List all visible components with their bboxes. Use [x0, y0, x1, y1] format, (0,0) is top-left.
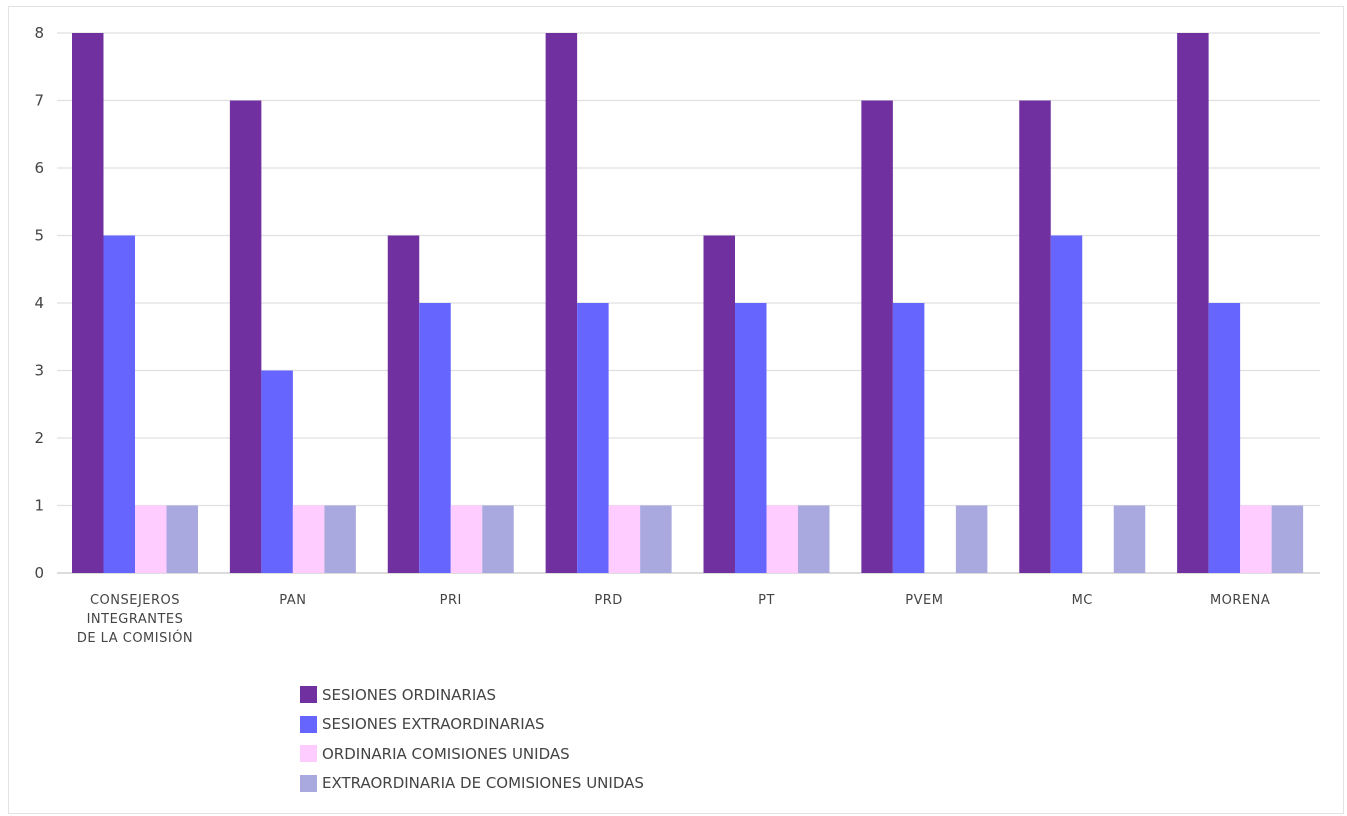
bar-sesiones-ordinarias: [387, 235, 420, 573]
bar-sesiones-extraordinarias: [419, 303, 451, 573]
bar-extraordinaria-de-comisiones-unidas: [324, 505, 356, 573]
legend-swatch: [300, 774, 317, 792]
y-tick-label: 5: [34, 227, 44, 245]
y-tick-label: 6: [34, 159, 44, 177]
x-tick-label: PVEM: [905, 593, 943, 608]
legend-label: SESIONES ORDINARIAS: [322, 685, 497, 704]
bar-ordinaria-comisiones-unidas: [135, 505, 167, 573]
bar-sesiones-ordinarias: [72, 33, 104, 573]
legend-label: SESIONES EXTRAORDINARIAS: [322, 715, 545, 734]
bar-extraordinaria-de-comisiones-unidas: [1271, 505, 1304, 573]
bar-extraordinaria-de-comisiones-unidas: [166, 505, 198, 573]
bar-sesiones-extraordinarias: [103, 235, 135, 573]
bar-sesiones-extraordinarias: [735, 303, 767, 573]
legend-item: SESIONES EXTRAORDINARIAS: [300, 710, 644, 740]
y-tick-label: 8: [34, 24, 44, 42]
legend: SESIONES ORDINARIAS SESIONES EXTRAORDINAR…: [300, 680, 644, 798]
y-tick-label: 0: [34, 564, 44, 582]
x-tick-label: PRD: [594, 593, 622, 608]
bar-ordinaria-comisiones-unidas: [608, 505, 641, 573]
bar-sesiones-ordinarias: [545, 33, 578, 573]
bar-sesiones-extraordinarias: [1208, 303, 1241, 573]
bar-ordinaria-comisiones-unidas: [450, 505, 483, 573]
x-tick-label: MC: [1072, 593, 1093, 608]
x-tick-label: PAN: [279, 593, 306, 608]
bar-extraordinaria-de-comisiones-unidas: [482, 505, 514, 573]
bar-extraordinaria-de-comisiones-unidas: [955, 505, 988, 573]
bar-sesiones-ordinarias: [703, 235, 735, 573]
bar-sesiones-ordinarias: [861, 100, 893, 573]
x-tick-label: PRI: [440, 593, 462, 608]
bar-sesiones-ordinarias: [1019, 100, 1051, 573]
y-tick-label: 7: [34, 92, 44, 110]
bar-ordinaria-comisiones-unidas: [766, 505, 798, 573]
legend-label: ORDINARIA COMISIONES UNIDAS: [322, 744, 570, 763]
legend-swatch: [300, 745, 317, 763]
bar-sesiones-extraordinarias: [261, 370, 293, 573]
legend-item: EXTRAORDINARIA DE COMISIONES UNIDAS: [300, 769, 644, 799]
bar-extraordinaria-de-comisiones-unidas: [798, 505, 830, 573]
x-axis: CONSEJEROS INTEGRANTES DE LA COMISIÓN PAN PR…: [77, 593, 1270, 646]
legend-swatch: [300, 686, 317, 704]
legend-item: SESIONES ORDINARIAS: [300, 680, 644, 710]
y-tick-label: 3: [34, 362, 44, 380]
bar-ordinaria-comisiones-unidas: [1240, 505, 1272, 573]
legend-item: ORDINARIA COMISIONES UNIDAS: [300, 739, 644, 769]
x-tick-label: MORENA: [1210, 593, 1270, 608]
bar-extraordinaria-de-comisiones-unidas: [1113, 505, 1146, 573]
bar-sesiones-extraordinarias: [892, 303, 925, 573]
x-tick-label: CONSEJEROS INTEGRANTES DE LA COMISIÓN: [77, 593, 193, 646]
y-tick-label: 1: [34, 497, 44, 515]
y-tick-label: 2: [34, 429, 44, 447]
legend-swatch: [300, 715, 317, 733]
x-tick-label: PT: [758, 593, 775, 608]
y-axis: 0 1 2 3 4 5 6 7 8: [34, 24, 44, 582]
bar-ordinaria-comisiones-unidas: [292, 505, 325, 573]
y-tick-label: 4: [34, 294, 44, 312]
legend-label: EXTRAORDINARIA DE COMISIONES UNIDAS: [322, 774, 644, 793]
bar-sesiones-ordinarias: [1177, 33, 1209, 573]
bar-sesiones-ordinarias: [229, 100, 262, 573]
bar-sesiones-extraordinarias: [577, 303, 609, 573]
bar-sesiones-extraordinarias: [1050, 235, 1083, 573]
bar-chart: 0 1 2 3 4 5 6 7 8 CONSEJEROS INTEGRANTES DE LA COM…: [34, 24, 1320, 646]
bar-extraordinaria-de-comisiones-unidas: [640, 505, 672, 573]
bars: [72, 33, 1304, 573]
